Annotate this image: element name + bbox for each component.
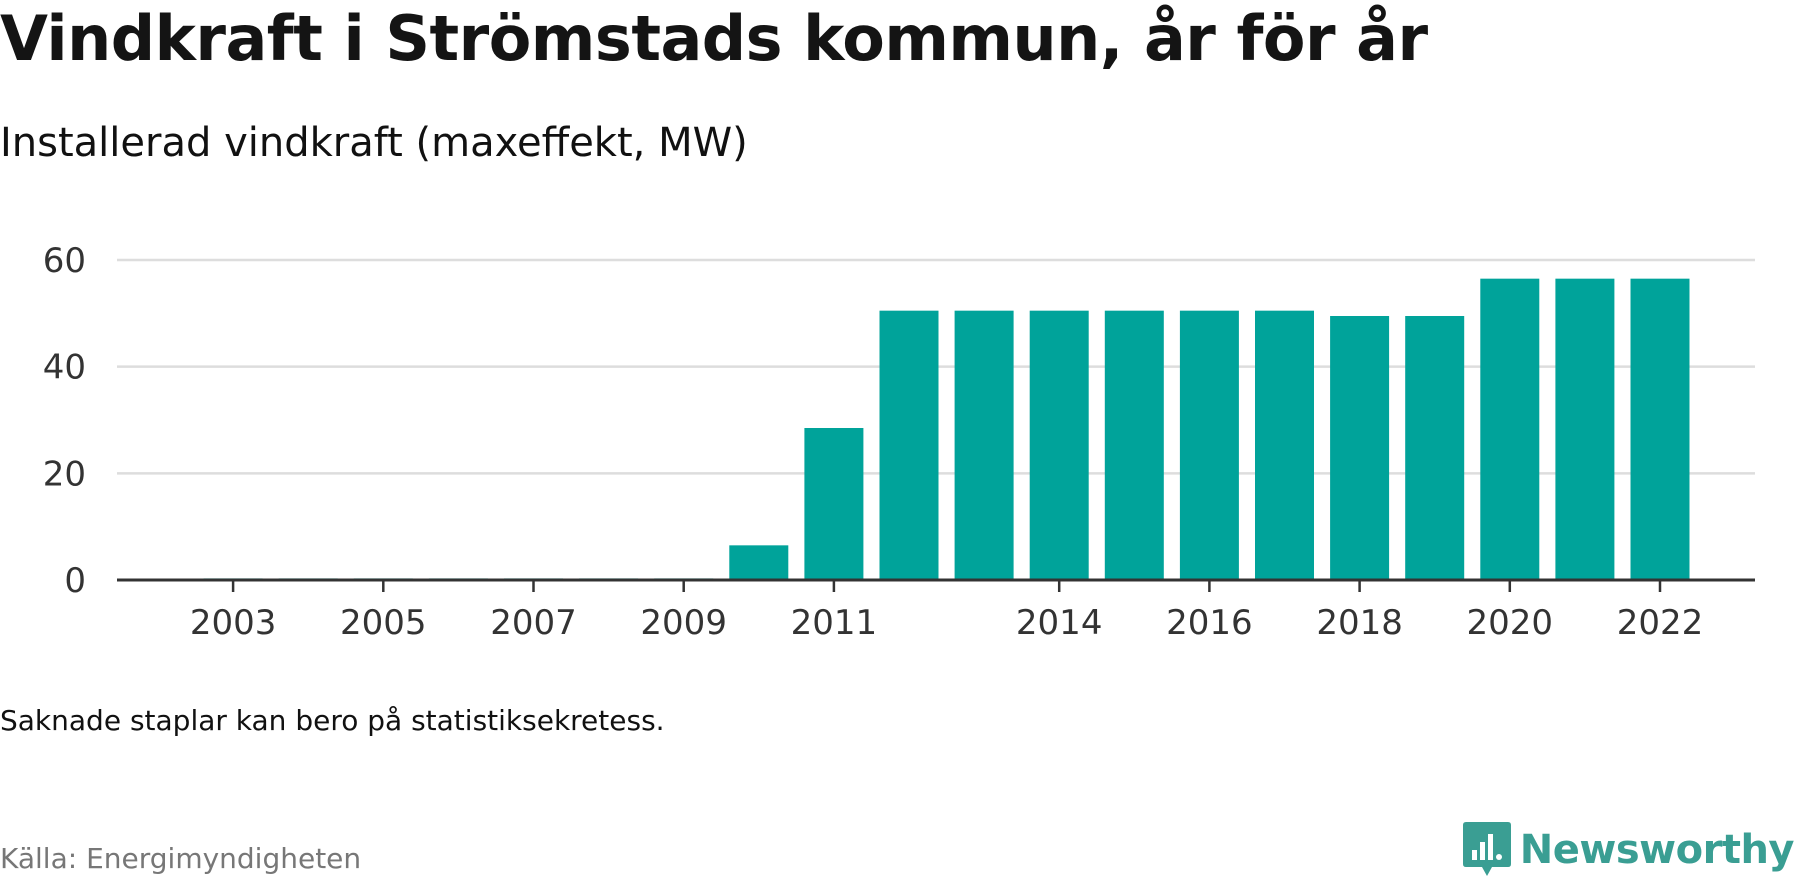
x-tick-label: 2022 bbox=[1617, 603, 1704, 643]
source-text: Källa: Energimyndigheten bbox=[0, 842, 362, 875]
chart-subtitle: Installerad vindkraft (maxeffekt, MW) bbox=[0, 120, 748, 166]
bar-2016 bbox=[1179, 310, 1239, 580]
x-tick-label: 2014 bbox=[1016, 603, 1103, 643]
x-tick-label: 2007 bbox=[490, 603, 577, 643]
bar-2021 bbox=[1555, 278, 1615, 580]
x-axis-ticks: 2003 2005 2007 2009 2011 2014 2016 2018 2020 2022 bbox=[190, 580, 1703, 643]
newsworthy-logo-icon bbox=[1462, 822, 1511, 876]
bar-2020 bbox=[1480, 278, 1540, 580]
x-tick-label: 2020 bbox=[1467, 603, 1554, 643]
x-tick-label: 2016 bbox=[1166, 603, 1253, 643]
bar-2022 bbox=[1630, 278, 1690, 580]
x-tick-label: 2003 bbox=[190, 603, 277, 643]
y-tick-label: 40 bbox=[43, 348, 86, 388]
newsworthy-logo: Newsworthy bbox=[1462, 820, 1795, 880]
bar-2012 bbox=[879, 310, 939, 580]
brand-name: Newsworthy bbox=[1519, 827, 1795, 873]
bar-chart: 0 20 40 60 2003 2005 2007 2009 2011 2014 2016 2018… bbox=[43, 241, 1755, 643]
bar-2018 bbox=[1330, 316, 1390, 580]
bar-2015 bbox=[1104, 310, 1164, 580]
bar-2010 bbox=[729, 545, 789, 580]
x-tick-label: 2011 bbox=[791, 603, 878, 643]
x-tick-label: 2009 bbox=[640, 603, 727, 643]
bars bbox=[128, 278, 1690, 580]
y-tick-label: 0 bbox=[64, 561, 86, 601]
y-tick-label: 20 bbox=[43, 454, 86, 494]
bar-2017 bbox=[1255, 310, 1314, 580]
footnote: Saknade staplar kan bero på statistiksek… bbox=[0, 704, 665, 737]
y-axis-ticks: 0 20 40 60 bbox=[43, 241, 86, 601]
x-tick-label: 2005 bbox=[340, 603, 427, 643]
chart-title: Vindkraft i Strömstads kommun, år för år bbox=[0, 2, 1428, 75]
bar-2019 bbox=[1405, 316, 1465, 580]
bar-2011 bbox=[804, 428, 864, 580]
bar-2013 bbox=[954, 310, 1014, 580]
y-tick-label: 60 bbox=[43, 241, 86, 281]
bar-2014 bbox=[1029, 310, 1089, 580]
x-tick-label: 2018 bbox=[1316, 603, 1403, 643]
